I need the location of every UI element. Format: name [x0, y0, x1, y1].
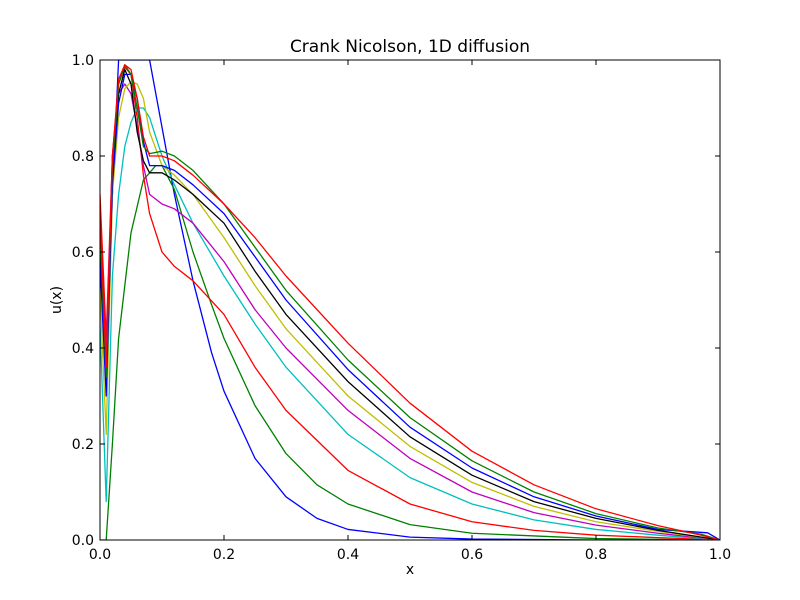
x-tick-label: 0.2: [213, 547, 235, 563]
y-tick-label: 0.8: [72, 149, 94, 165]
x-tick-label: 0.4: [337, 547, 359, 563]
series-layer: [100, 60, 720, 540]
y-tick-label: 0.4: [72, 341, 94, 357]
series-line-1: [100, 60, 720, 540]
x-tick-label: 0.6: [461, 547, 483, 563]
x-tick-label: 0.0: [89, 547, 111, 563]
series-line-10: [100, 64, 720, 540]
y-tick-label: 0.6: [72, 245, 94, 261]
series-line-7: [100, 68, 720, 540]
y-tick-label: 0.2: [72, 437, 94, 453]
x-tick-label: 1.0: [709, 547, 731, 563]
chart-title: Crank Nicolson, 1D diffusion: [290, 37, 530, 57]
series-line-3: [100, 66, 720, 540]
plot-frame: [99, 59, 721, 541]
series-line-2: [100, 164, 720, 540]
y-tick-label: 1.0: [72, 53, 94, 69]
series-line-5: [100, 83, 720, 540]
y-axis-label: u(x): [49, 286, 65, 314]
y-tick-label: 0.0: [72, 533, 94, 549]
series-line-6: [100, 80, 720, 540]
series-line-4: [100, 107, 720, 540]
x-axis-label: x: [406, 562, 414, 578]
ticks-layer: 0.0 0.2 0.4 0.6 0.8 1.0 0.0 0.2 0.4 0.6 0.8 1.0: [72, 53, 731, 563]
series-line-8: [100, 73, 720, 540]
x-tick-label: 0.8: [585, 547, 607, 563]
series-line-9: [100, 64, 720, 540]
